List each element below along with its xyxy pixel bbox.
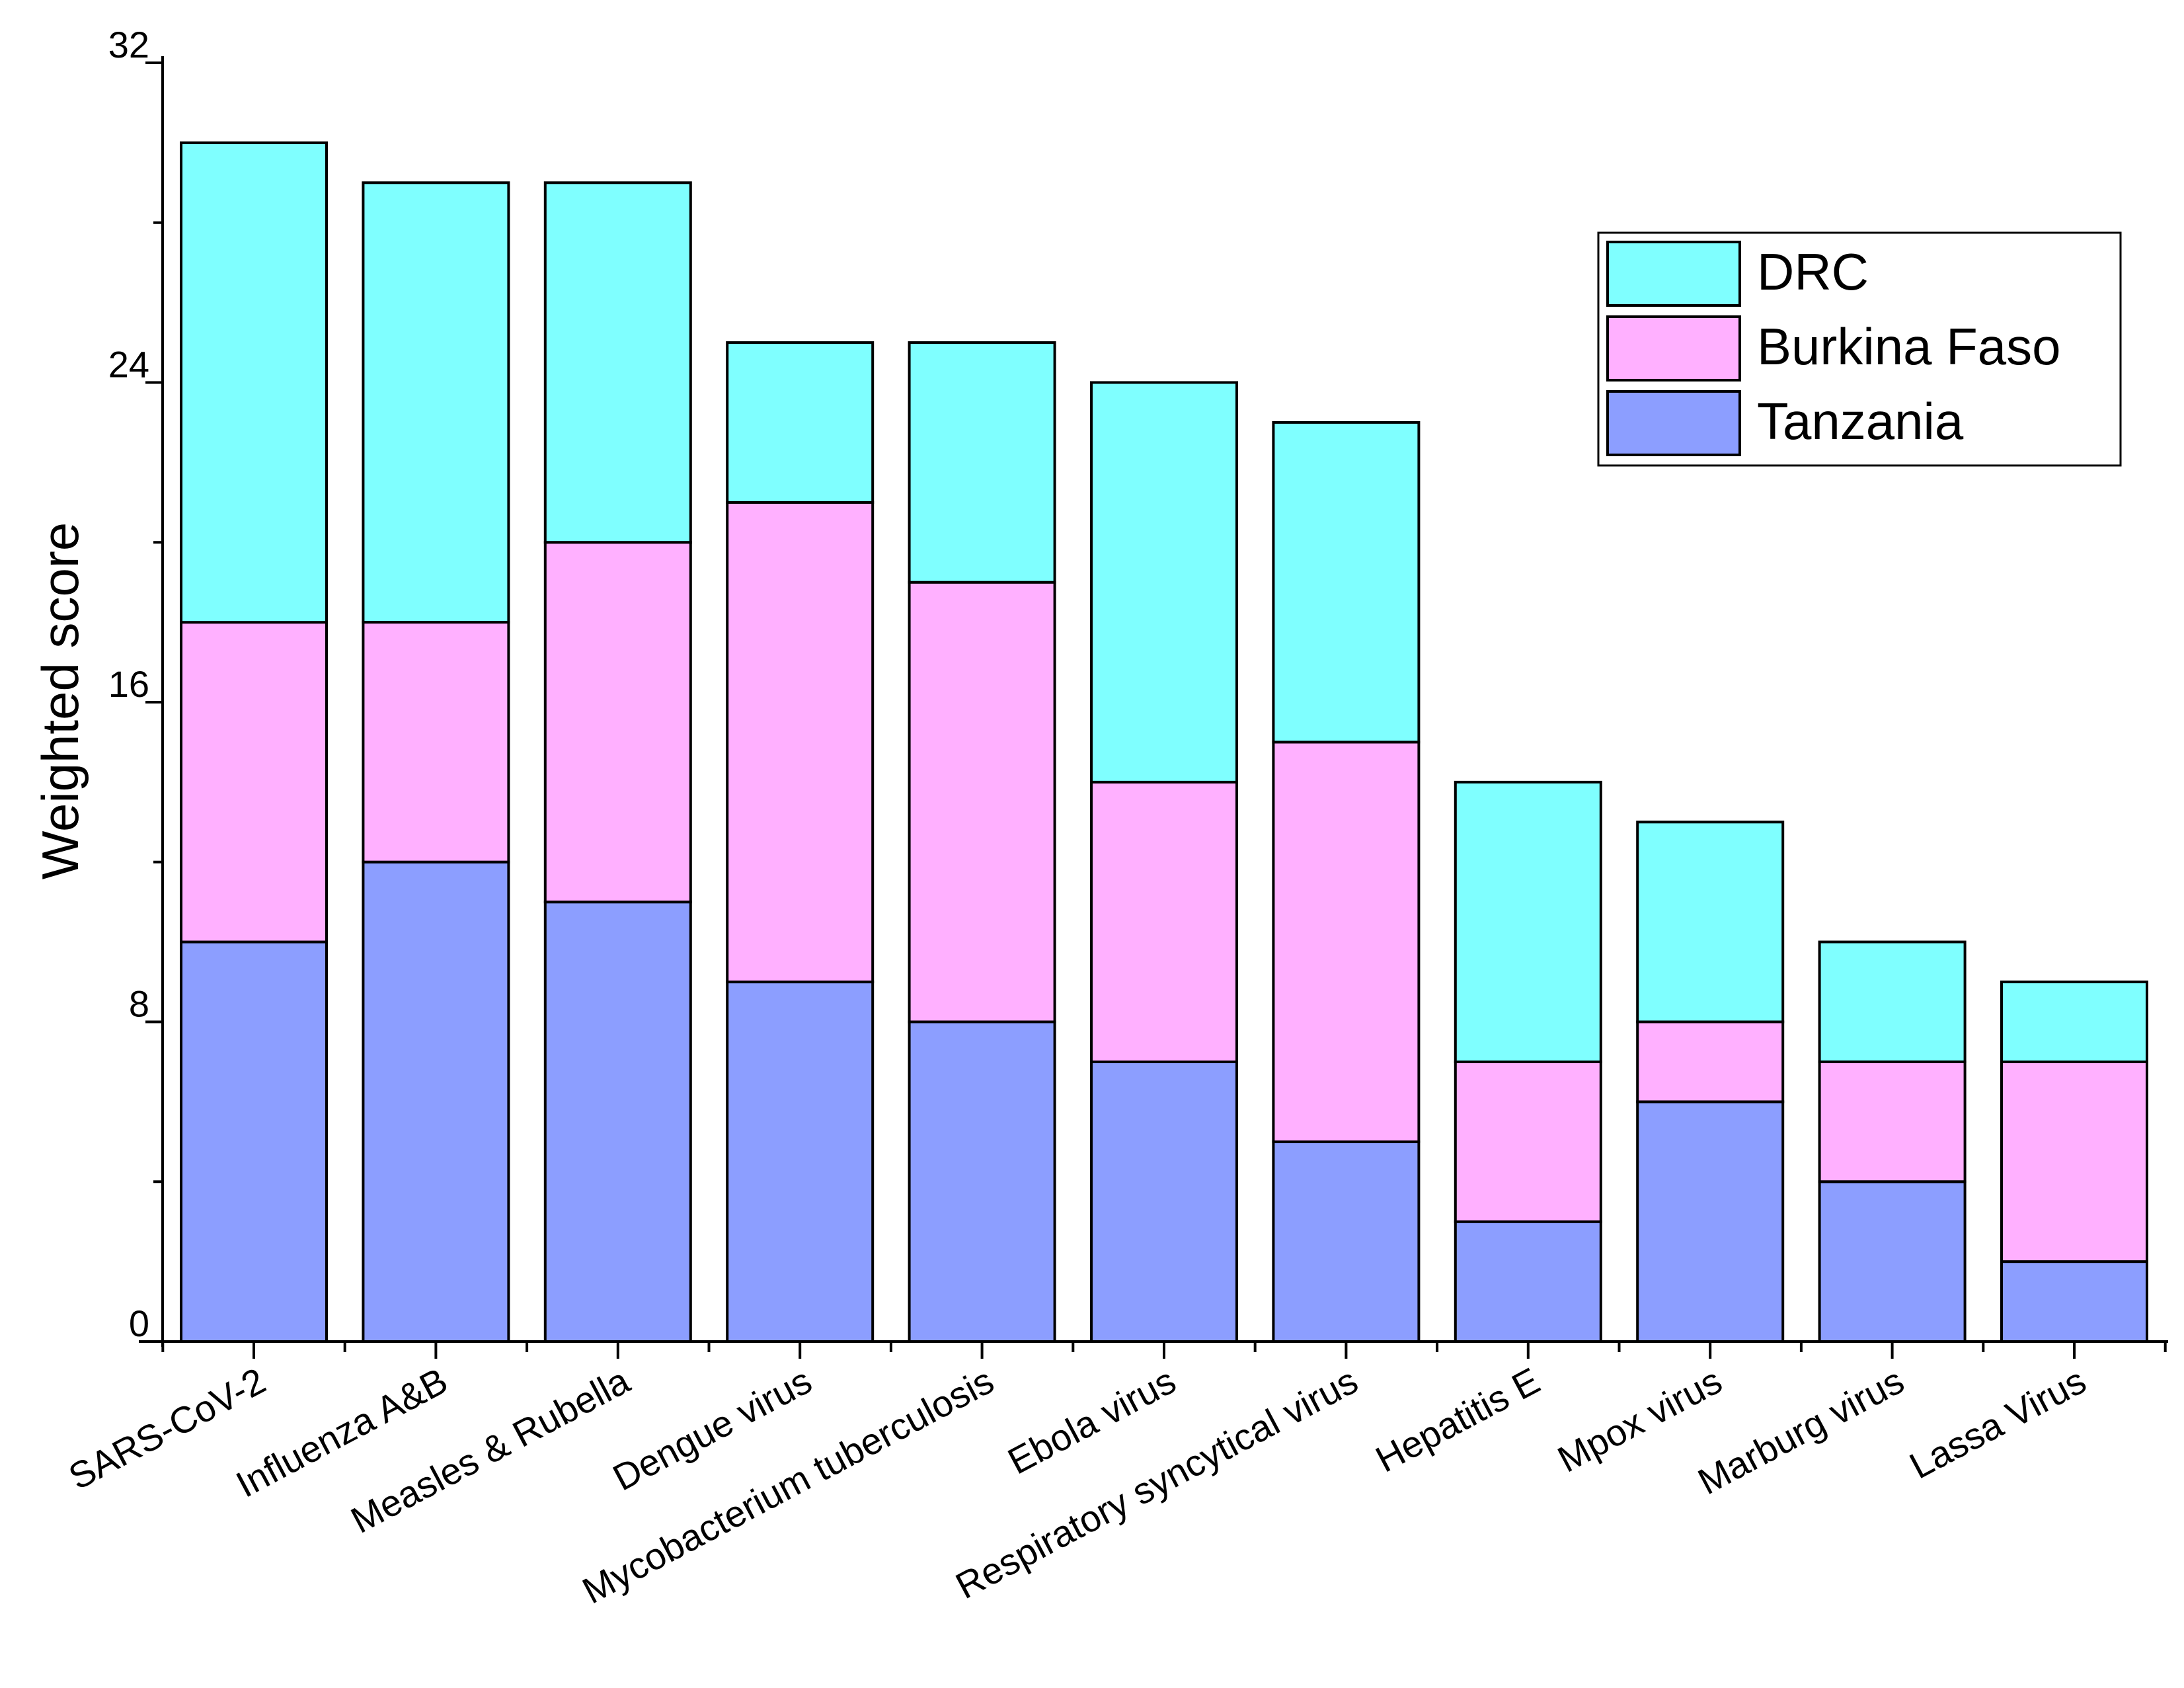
bar-burkina-faso-0 xyxy=(180,621,328,944)
bar-burkina-faso-8 xyxy=(1636,1020,1785,1104)
bar-tanzania-4 xyxy=(908,1020,1056,1343)
y-tick-label-0: 0 xyxy=(129,1303,149,1344)
bar-drc-3 xyxy=(726,341,875,504)
bar-drc-9 xyxy=(1818,940,1967,1063)
bar-drc-6 xyxy=(1272,421,1421,744)
bar-tanzania-0 xyxy=(180,940,328,1343)
legend-swatch-burkina-faso xyxy=(1606,315,1741,382)
bar-burkina-faso-10 xyxy=(2000,1060,2148,1264)
bar-tanzania-5 xyxy=(1090,1060,1238,1344)
bar-drc-1 xyxy=(362,181,510,624)
bar-drc-7 xyxy=(1454,780,1602,1064)
x-tick-label-9: Marburg virus xyxy=(1691,1359,1910,1502)
bar-drc-5 xyxy=(1090,381,1238,784)
bar-burkina-faso-2 xyxy=(543,541,692,904)
y-tick-label-24: 24 xyxy=(108,344,149,385)
bar-drc-2 xyxy=(543,181,692,544)
bar-tanzania-3 xyxy=(726,981,875,1343)
bar-burkina-faso-6 xyxy=(1272,741,1421,1143)
bar-burkina-faso-7 xyxy=(1454,1060,1602,1223)
legend-label-burkina-faso: Burkina Faso xyxy=(1757,317,2061,376)
bar-tanzania-2 xyxy=(543,901,692,1343)
legend-swatch-tanzania xyxy=(1606,390,1741,456)
bar-drc-0 xyxy=(180,141,328,624)
y-axis-title: Weighted score xyxy=(31,522,89,880)
legend-swatch-drc xyxy=(1606,241,1741,307)
bar-tanzania-7 xyxy=(1454,1220,1602,1343)
bar-tanzania-8 xyxy=(1636,1100,1785,1344)
bar-tanzania-6 xyxy=(1272,1140,1421,1344)
axes-layer: 0 8 16 24 32 xyxy=(108,24,2168,1359)
bar-drc-4 xyxy=(908,341,1056,584)
bar-drc-10 xyxy=(2000,981,2148,1063)
bar-tanzania-1 xyxy=(362,860,510,1344)
bar-burkina-faso-4 xyxy=(908,581,1056,1024)
x-tick-label-7: Hepatitis E xyxy=(1369,1359,1547,1480)
bar-burkina-faso-1 xyxy=(362,621,510,864)
legend-label-tanzania: Tanzania xyxy=(1757,392,1964,450)
legend-label-drc: DRC xyxy=(1757,243,1869,301)
bar-burkina-faso-9 xyxy=(1818,1060,1967,1184)
bars-layer xyxy=(180,141,2148,1344)
legend: DRC Burkina Faso Tanzania xyxy=(1597,231,2122,467)
bar-drc-8 xyxy=(1636,821,1785,1024)
x-tick-label-10: Lassa Virus xyxy=(1903,1359,2093,1487)
y-tick-label-16: 16 xyxy=(108,663,149,705)
y-tick-label-8: 8 xyxy=(129,983,149,1025)
bar-tanzania-9 xyxy=(1818,1180,1967,1344)
bar-burkina-faso-5 xyxy=(1090,780,1238,1064)
y-tick-label-32: 32 xyxy=(108,24,149,65)
bar-burkina-faso-3 xyxy=(726,501,875,984)
bar-tanzania-10 xyxy=(2000,1260,2148,1343)
